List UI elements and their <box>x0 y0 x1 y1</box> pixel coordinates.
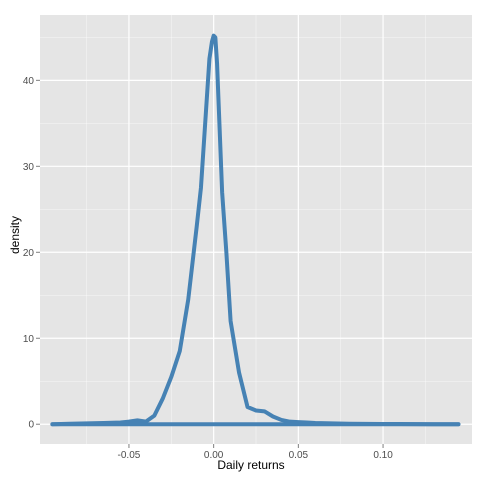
minor-gridlines <box>40 15 472 444</box>
y-tick-label: 40 <box>23 76 35 87</box>
x-axis: -0.05 0.00 0.05 0.10 <box>118 444 393 461</box>
x-tick-label: 0.10 <box>373 450 393 461</box>
y-axis-title: density <box>8 216 22 254</box>
y-tick-label: 20 <box>23 248 35 259</box>
y-tick-label: 10 <box>23 334 35 345</box>
x-tick-label: 0.05 <box>289 450 309 461</box>
x-axis-title: Daily returns <box>217 458 284 472</box>
y-tick-label: 0 <box>28 420 34 431</box>
x-tick-label: -0.05 <box>118 450 141 461</box>
y-tick-label: 30 <box>23 162 35 173</box>
x-tick-label: 0.00 <box>204 450 224 461</box>
density-line <box>50 33 461 427</box>
y-axis: 0 10 20 30 40 <box>23 76 40 431</box>
